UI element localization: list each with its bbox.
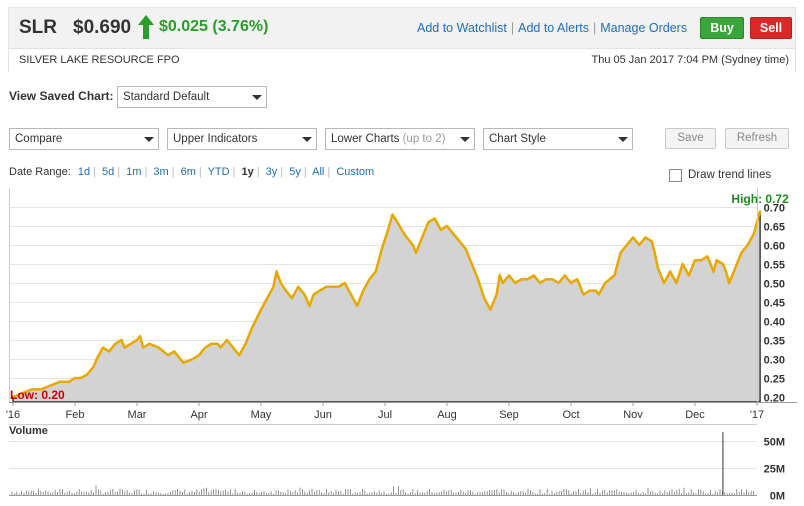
chart-style-select[interactable]: Chart Style	[483, 128, 633, 150]
range-separator: |	[93, 166, 96, 178]
saved-chart-value: Standard Default	[123, 91, 210, 103]
trend-lines-checkbox[interactable]	[669, 169, 682, 182]
range-separator: |	[303, 166, 307, 178]
range-6m[interactable]: 6m	[180, 166, 196, 178]
time-tick-label: May	[251, 409, 272, 421]
time-tick-label: Feb	[66, 409, 85, 421]
range-separator: |	[232, 166, 236, 178]
time-tick-label: '16	[6, 409, 20, 421]
range-separator: |	[280, 166, 284, 178]
time-tick-label: Jun	[314, 409, 332, 421]
price-tick-label: 0.45	[764, 298, 785, 310]
range-ytd[interactable]: YTD	[207, 166, 230, 178]
add-to-watchlist-link[interactable]: Add to Watchlist	[417, 21, 507, 35]
volume-tick-label: 0M	[770, 491, 785, 503]
volume-label: Volume	[9, 425, 48, 437]
price-tick-label: 0.60	[764, 241, 785, 253]
save-button[interactable]: Save	[665, 128, 716, 149]
volume-bars	[9, 432, 757, 496]
refresh-button[interactable]: Refresh	[725, 128, 789, 149]
price-tick-label: 0.35	[764, 336, 785, 348]
quote-header-top: SLR $0.690 $0.025 (3.76%) Add to Watchli…	[9, 8, 795, 48]
range-1y-active[interactable]: 1y	[241, 166, 254, 178]
buy-button[interactable]: Buy	[700, 17, 744, 39]
range-separator: |	[198, 166, 202, 178]
chevron-down-icon	[455, 129, 474, 149]
volume-axis: 50M 25M 0M	[764, 437, 785, 503]
volume-tick-label: 25M	[764, 464, 785, 476]
lower-charts-select[interactable]: Lower Charts (up to 2)	[325, 128, 475, 150]
company-name: SILVER LAKE RESOURCE FPO	[19, 54, 180, 66]
price-chart[interactable]: 0.70 0.65 0.60 0.55 0.50 0.45 0.40 0.35 0.30 0.25…	[0, 188, 804, 506]
chevron-down-icon	[247, 87, 266, 107]
add-to-alerts-link[interactable]: Add to Alerts	[518, 21, 589, 35]
ticker-symbol: SLR	[19, 17, 57, 38]
price-tick-label: 0.30	[764, 355, 785, 367]
date-range-label: Date Range:	[9, 166, 71, 178]
date-range-bar: Date Range: 1d | 5d | 1m | 3m | 6m | YTD | 1y |…	[9, 166, 374, 178]
time-tick-label: '17	[750, 409, 764, 421]
upper-indicators-select[interactable]: Upper Indicators	[167, 128, 317, 150]
saved-chart-select[interactable]: Standard Default	[117, 86, 267, 108]
volume-gridlines	[9, 441, 757, 496]
time-axis: '16 Feb Mar Apr May Jun Jul Aug Sep Oct Nov Dec '17	[6, 402, 764, 421]
range-separator: |	[144, 166, 148, 178]
time-tick-label: Mar	[128, 409, 147, 421]
price-tick-label: 0.20	[764, 393, 785, 405]
quote-action-links: Add to Watchlist | Add to Alerts | Manage Or…	[417, 21, 687, 35]
time-tick-label: Apr	[190, 409, 207, 421]
trend-lines-label: Draw trend lines	[688, 169, 772, 181]
link-separator: |	[592, 21, 597, 35]
manage-orders-link[interactable]: Manage Orders	[600, 21, 688, 35]
range-1m[interactable]: 1m	[126, 166, 142, 178]
range-custom[interactable]: Custom	[336, 166, 375, 178]
range-5y[interactable]: 5y	[289, 166, 301, 178]
chevron-down-icon	[613, 129, 632, 149]
chart-style-label: Chart Style	[489, 133, 546, 145]
time-tick-label: Dec	[685, 409, 705, 421]
upper-indicators-label: Upper Indicators	[173, 133, 258, 145]
time-tick-label: Jul	[378, 409, 392, 421]
chevron-down-icon	[139, 129, 158, 149]
price-change: $0.025 (3.76%)	[159, 18, 269, 35]
range-separator: |	[327, 166, 331, 178]
range-3m[interactable]: 3m	[153, 166, 169, 178]
volume-tick-label: 50M	[764, 437, 785, 449]
range-1d[interactable]: 1d	[77, 166, 91, 178]
range-5d[interactable]: 5d	[102, 166, 115, 178]
price-tick-label: 0.65	[764, 222, 785, 234]
last-price: $0.690	[73, 17, 132, 38]
saved-chart-label: View Saved Chart:	[9, 89, 114, 103]
link-separator: |	[510, 21, 515, 35]
range-separator: |	[117, 166, 121, 178]
lower-charts-label: Lower Charts	[331, 133, 400, 145]
range-separator: |	[171, 166, 175, 178]
compare-select[interactable]: Compare	[9, 128, 159, 150]
chevron-down-icon	[297, 129, 316, 149]
time-tick-label: Aug	[437, 409, 457, 421]
up-arrow-icon	[138, 15, 154, 39]
range-separator: |	[256, 166, 260, 178]
compare-label: Compare	[15, 133, 63, 145]
lower-charts-note: (up to 2)	[402, 133, 446, 145]
price-axis: 0.70 0.65 0.60 0.55 0.50 0.45 0.40 0.35 0.30 0.25…	[764, 203, 785, 405]
price-tick-label: 0.50	[764, 279, 785, 291]
price-tick-label: 0.70	[764, 203, 785, 215]
quote-header: SLR $0.690 $0.025 (3.76%) Add to Watchli…	[8, 7, 796, 72]
price-tick-label: 0.25	[764, 374, 785, 386]
time-tick-label: Sep	[499, 409, 519, 421]
price-tick-label: 0.55	[764, 260, 785, 272]
range-all[interactable]: All	[312, 166, 325, 178]
price-line	[12, 210, 762, 399]
time-tick-label: Oct	[562, 409, 579, 421]
high-label: High: 0.72	[731, 192, 789, 206]
range-3y[interactable]: 3y	[265, 166, 278, 178]
price-tick-label: 0.40	[764, 317, 785, 329]
sell-button[interactable]: Sell	[750, 17, 792, 39]
quote-datetime: Thu 05 Jan 2017 7:04 PM (Sydney time)	[591, 54, 790, 66]
quote-header-bottom: SILVER LAKE RESOURCE FPO Thu 05 Jan 2017…	[9, 48, 795, 72]
time-tick-label: Nov	[623, 409, 643, 421]
low-label: Low: 0.20	[10, 388, 65, 402]
